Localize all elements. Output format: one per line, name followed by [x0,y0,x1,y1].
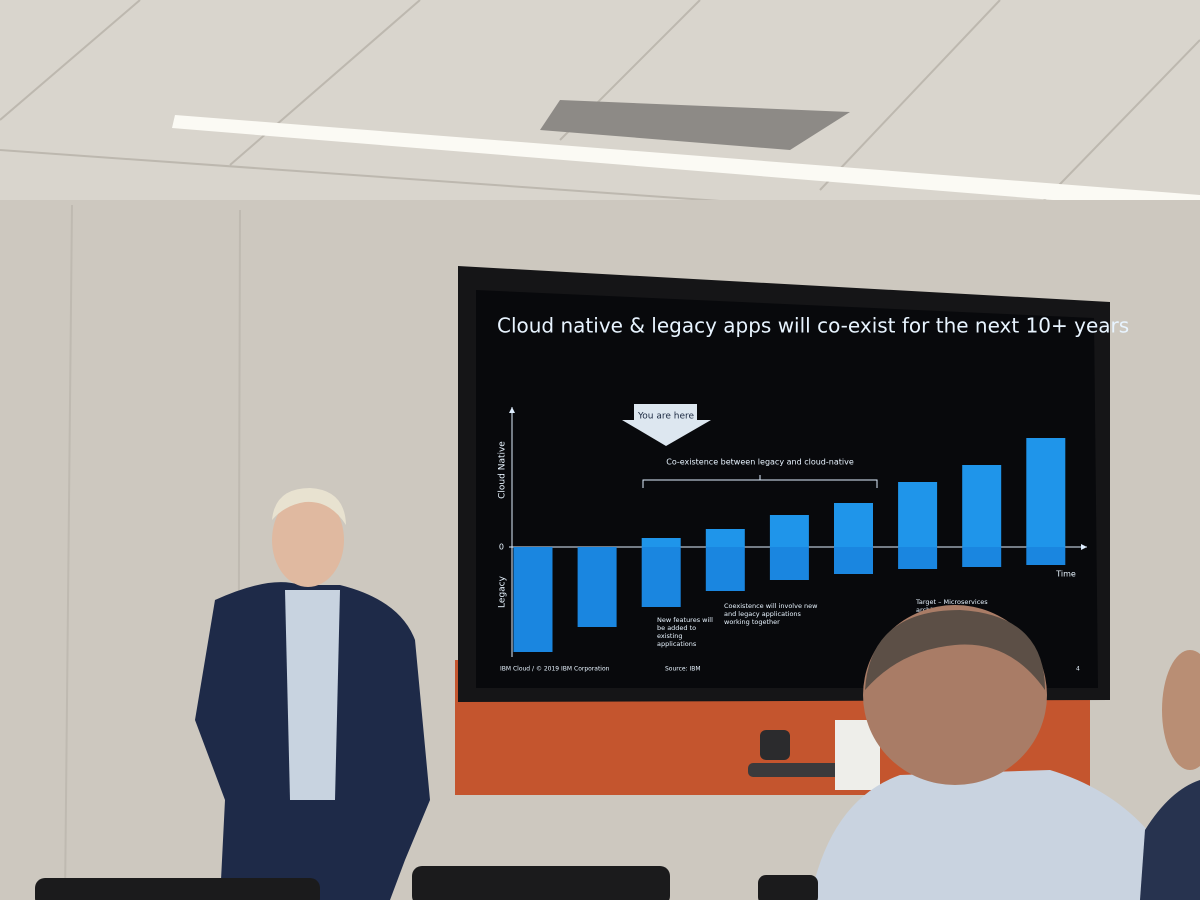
presenter-head [272,493,344,587]
annotation: applications [657,640,697,648]
page-number: 4 [1076,666,1080,673]
you-are-here: You are here [637,412,695,422]
y-axis-label: Cloud Native [498,441,508,499]
x-axis-label: Time [1055,570,1076,579]
camera [760,730,790,760]
bar [898,547,938,569]
bracket-label: Co-existence between legacy and cloud-na… [666,458,854,467]
bar [1026,547,1066,565]
annotation: existing [657,632,683,640]
ceiling-light [172,115,1200,212]
camera-base [748,763,840,777]
bar [641,538,681,547]
bar [834,547,873,574]
audience-2 [1140,780,1200,900]
you-are-here-arrow [622,404,711,446]
footer: IBM Cloud / © 2019 IBM Corporation [500,666,610,673]
bar [1026,438,1066,547]
chair [35,878,320,900]
slide-title: Cloud native & legacy apps will co-exist… [497,314,1129,338]
annotation: Coexistence will involve new [724,602,818,610]
chair [758,875,818,900]
annotation: working together [724,618,780,626]
bar [705,547,745,591]
vent [540,100,850,150]
y-axis-label: Legacy [498,575,508,608]
bar [641,547,681,607]
chair [412,866,670,900]
slide [476,290,1098,688]
presenter-shirt [285,590,340,800]
bracket [642,475,878,488]
annotation: and legacy applications [724,610,802,618]
bar [513,547,553,652]
bar [769,515,809,547]
annotation: Target – Microservices [915,598,988,606]
source: Source: IBM [665,666,701,673]
bar [834,503,873,547]
bar [577,547,617,627]
x-axis-arrow [1081,544,1087,550]
bar [962,547,1002,567]
y-tick-label: 0 [499,543,504,552]
audience-hair [865,610,1045,690]
bar [962,465,1002,547]
bar [769,547,809,580]
annotation: New features will [657,616,713,624]
bar [705,529,745,547]
annotation: be added to [657,624,696,632]
ceiling-seams [0,0,1200,236]
presenter-hair [272,488,346,525]
audience-shirt [810,770,1190,900]
y-axis-arrow [509,407,515,413]
audience-2-head [1162,650,1200,770]
bar [898,482,938,547]
